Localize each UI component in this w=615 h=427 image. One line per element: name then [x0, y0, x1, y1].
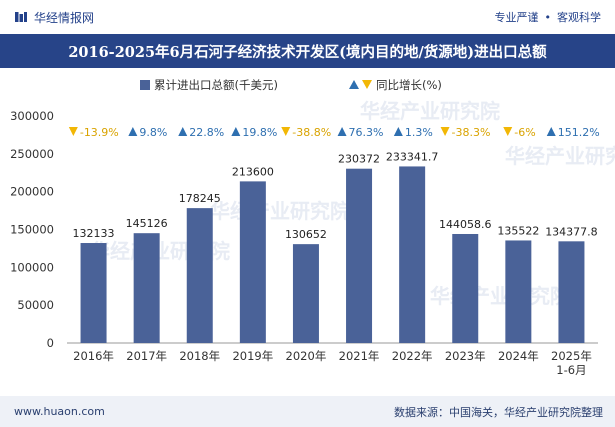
y-tick-label: 200000: [10, 185, 54, 199]
growth-value-label: 9.8%: [139, 126, 167, 139]
growth-value-label: 151.2%: [558, 126, 600, 139]
bar-value-label: 135522: [497, 224, 539, 237]
x-tick-label: 2025年: [551, 349, 592, 363]
bar-value-label: 213600: [232, 165, 274, 178]
growth-down-triangle-icon: [68, 127, 78, 136]
watermark-text: 华经产业研究院: [360, 99, 500, 123]
bar: [399, 166, 426, 343]
brand-name: 华经情报网: [34, 10, 95, 25]
growth-up-triangle-icon: [178, 127, 188, 136]
y-tick-label: 250000: [10, 147, 54, 161]
top-bar: 华经情报网 专业严谨 • 客观科学: [0, 0, 615, 34]
watermark-layer: 华经产业研究院华经产业研究院华经产业研究院华经产业研究院华经产业研究院: [90, 99, 615, 308]
x-tick-label: 2024年: [498, 349, 539, 363]
brand-logo-icon: [15, 12, 27, 22]
growth-down-triangle-icon: [503, 127, 513, 136]
growth-labels-group: -13.9% 9.8% 22.8% 19.8% -38.8% 76.3% 1.3% -38.3…: [68, 126, 600, 139]
chart-legend: 累计进出口总额(千美元) 同比增长(%): [140, 78, 442, 92]
bar: [292, 244, 319, 343]
slogan-tag-2: 客观科学: [557, 11, 601, 24]
x-tick-label: 2017年: [126, 349, 167, 363]
bullet-icon: •: [544, 10, 552, 24]
bar-value-label: 132133: [73, 227, 115, 240]
x-tick-label: 2020年: [286, 349, 327, 363]
x-tick-label: 2021年: [339, 349, 380, 363]
bar: [186, 208, 213, 343]
bar-value-label: 144058.6: [439, 218, 492, 231]
x-tick-label: 2019年: [232, 349, 273, 363]
legend-label-total: 累计进出口总额(千美元): [154, 78, 278, 92]
watermark-text: 华经产业研究院: [210, 199, 350, 223]
axes: 0 50000 100000 150000 200000 250000 300000 2016…: [10, 109, 598, 377]
bar-chart: 华经产业研究院华经产业研究院华经产业研究院华经产业研究院华经产业研究院 累计进出…: [10, 78, 615, 377]
growth-up-triangle-icon: [128, 127, 138, 136]
bar-value-label: 178245: [179, 192, 221, 205]
bar-value-label: 134377.8: [545, 225, 598, 238]
growth-value-label: -38.8%: [292, 126, 331, 139]
growth-value-label: 22.8%: [189, 126, 224, 139]
growth-down-triangle-icon: [440, 127, 450, 136]
bar-value-label: 145126: [126, 217, 168, 230]
y-tick-label: 300000: [10, 109, 54, 123]
y-tick-label: 100000: [10, 260, 54, 274]
growth-value-label: 76.3%: [349, 126, 384, 139]
bar: [346, 168, 373, 343]
bar-value-label: 230372: [338, 153, 380, 166]
legend-down-triangle-icon: [362, 80, 372, 89]
growth-value-label: -6%: [514, 126, 535, 139]
growth-up-triangle-icon: [337, 127, 347, 136]
x-tick-label: 2023年: [445, 349, 486, 363]
x-tick-label: 2022年: [392, 349, 433, 363]
growth-value-label: 1.3%: [405, 126, 433, 139]
bar: [80, 243, 107, 343]
y-tick-label: 0: [47, 336, 54, 350]
y-tick-label: 50000: [17, 298, 54, 312]
slogan-tags: 专业严谨 • 客观科学: [495, 9, 615, 25]
bars-group: 132133 145126 178245 213600 130652 230372 2333…: [73, 150, 598, 343]
footer: www.huaon.com 数据来源：中国海关，华经产业研究院整理: [0, 396, 615, 427]
growth-up-triangle-icon: [231, 127, 241, 136]
slogan-tag-1: 专业严谨: [494, 11, 539, 24]
x-tick-label: 2016年: [73, 349, 114, 363]
growth-up-triangle-icon: [393, 127, 403, 136]
bar-value-label: 233341.7: [386, 150, 439, 163]
y-tick-label: 150000: [10, 223, 54, 237]
growth-value-label: -38.3%: [452, 126, 491, 139]
watermark-text: 华经产业研究院: [505, 144, 615, 168]
growth-down-triangle-icon: [281, 127, 291, 136]
bar-value-label: 130652: [285, 228, 327, 241]
x-tick-label: 1-6月: [556, 363, 586, 377]
footer-website[interactable]: www.huaon.com: [14, 405, 105, 418]
legend-swatch-total: [140, 80, 150, 90]
bar: [133, 233, 160, 343]
footer-source: 数据来源：中国海关，华经产业研究院整理: [394, 405, 603, 419]
legend-up-triangle-icon: [349, 80, 359, 89]
watermark-text: 华经产业研究院: [430, 284, 570, 308]
bar: [505, 240, 532, 343]
x-tick-label: 2018年: [179, 349, 220, 363]
chart-title: 2016-2025年6月石河子经济技术开发区(境内目的地/货源地)进出口总额: [0, 34, 615, 68]
bar: [558, 241, 585, 343]
bar: [452, 233, 479, 343]
brand[interactable]: 华经情报网: [0, 9, 94, 26]
growth-value-label: 19.8%: [242, 126, 277, 139]
bar: [239, 181, 266, 343]
growth-up-triangle-icon: [546, 127, 556, 136]
legend-label-growth: 同比增长(%): [376, 78, 442, 92]
growth-value-label: -13.9%: [80, 126, 119, 139]
